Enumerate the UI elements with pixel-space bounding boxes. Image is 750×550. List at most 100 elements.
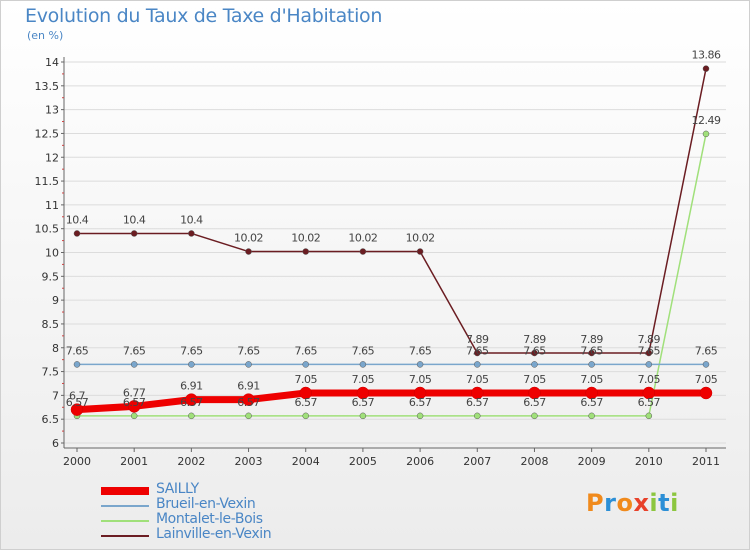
data-point (359, 248, 367, 255)
x-tick-label: 2010 (635, 455, 663, 468)
data-label: 6.57 (580, 396, 603, 409)
y-tick-label: 12 (45, 151, 59, 164)
data-point (528, 386, 541, 400)
data-point (531, 361, 538, 368)
series-line (77, 133, 707, 417)
data-label: 7.65 (695, 344, 718, 357)
y-tick-label: 6.5 (42, 413, 60, 426)
data-label: 7.65 (123, 344, 146, 357)
chart-subtitle: (en %) (27, 29, 64, 42)
data-point (302, 361, 309, 368)
y-tick-label: 7.5 (42, 366, 60, 379)
legend-swatch (101, 487, 149, 495)
data-point (642, 386, 656, 400)
data-point (702, 65, 710, 72)
data-label: 7.05 (409, 373, 432, 386)
data-label: 10.02 (348, 232, 377, 245)
data-label: 7.89 (466, 333, 489, 346)
data-point (359, 412, 367, 420)
y-tick-label: 8.5 (42, 318, 60, 331)
y-tick-label: 13.5 (35, 80, 60, 93)
y-tick-label: 6 (52, 437, 59, 450)
data-label: 6.91 (180, 380, 203, 393)
x-tick-label: 2003 (235, 455, 263, 468)
data-point (413, 386, 427, 400)
data-point (702, 130, 710, 138)
legend-item: Lainville-en-Vexin (101, 526, 361, 543)
logo-letter: i (649, 489, 659, 517)
data-label: 7.05 (294, 373, 317, 386)
series-line (77, 68, 707, 354)
x-tick-label: 2002 (177, 455, 205, 468)
data-label: 7.65 (294, 344, 317, 357)
y-tick-label: 9.5 (42, 270, 60, 283)
data-point (585, 386, 598, 400)
data-label: 7.65 (638, 344, 661, 357)
proxiti-logo: Proxiti (586, 489, 679, 517)
data-label: 7.65 (466, 344, 489, 357)
data-point (188, 230, 195, 237)
data-label: 6.57 (638, 396, 661, 409)
data-point (588, 349, 595, 357)
data-point (645, 361, 653, 368)
data-label: 7.89 (638, 333, 661, 346)
y-tick-label: 11.5 (35, 175, 60, 188)
data-label: 7.05 (638, 373, 661, 386)
data-point (588, 361, 595, 368)
data-point (699, 386, 713, 400)
y-tick-label: 12.5 (35, 127, 60, 140)
data-label: 7.05 (695, 373, 718, 386)
x-tick-label: 2004 (292, 455, 320, 468)
data-point (70, 403, 84, 416)
y-tick-label: 9 (52, 294, 59, 307)
data-label: 10.4 (123, 213, 146, 226)
data-label: 6.57 (352, 396, 375, 409)
data-point (302, 412, 309, 420)
legend-item: Brueil-en-Vexin (101, 496, 361, 513)
data-point (130, 230, 138, 237)
data-point (127, 400, 141, 413)
data-label: 7.05 (523, 373, 546, 386)
data-point (416, 248, 424, 255)
data-point (645, 349, 653, 357)
data-point (416, 412, 424, 420)
data-label: 10.02 (234, 232, 263, 245)
x-tick-label: 2005 (349, 455, 377, 468)
y-tick-label: 13 (45, 104, 59, 117)
logo-letter: o (616, 489, 634, 517)
data-point (474, 412, 481, 420)
x-tick-label: 2008 (520, 455, 548, 468)
data-point (245, 412, 252, 420)
data-point (242, 393, 255, 406)
data-label: 6.57 (66, 396, 89, 409)
data-point (299, 386, 312, 400)
x-tick-label: 2007 (463, 455, 491, 468)
data-point (185, 393, 198, 406)
data-point (73, 230, 81, 237)
data-label: 6.57 (237, 396, 260, 409)
data-label: 6.57 (466, 396, 489, 409)
data-label: 10.02 (406, 232, 435, 245)
legend-label: Lainville-en-Vexin (156, 526, 272, 542)
legend-item: SAILLY (101, 481, 361, 498)
data-label: 6.57 (523, 396, 546, 409)
logo-letter: x (633, 489, 650, 517)
data-label: 13.86 (692, 49, 721, 62)
data-point (531, 349, 538, 357)
y-tick-label: 11 (45, 199, 59, 212)
data-point (356, 386, 370, 400)
legend-label: Brueil-en-Vexin (156, 496, 256, 512)
x-tick-label: 2001 (120, 455, 148, 468)
legend-swatch (101, 535, 149, 537)
data-label: 7.05 (466, 373, 489, 386)
data-label: 10.02 (291, 232, 320, 245)
data-label: 12.49 (692, 114, 721, 127)
data-label: 7.05 (580, 373, 603, 386)
data-label: 7.65 (180, 344, 203, 357)
data-label: 7.65 (66, 344, 89, 357)
data-label: 7.05 (352, 373, 375, 386)
data-label: 6.7 (69, 390, 85, 403)
